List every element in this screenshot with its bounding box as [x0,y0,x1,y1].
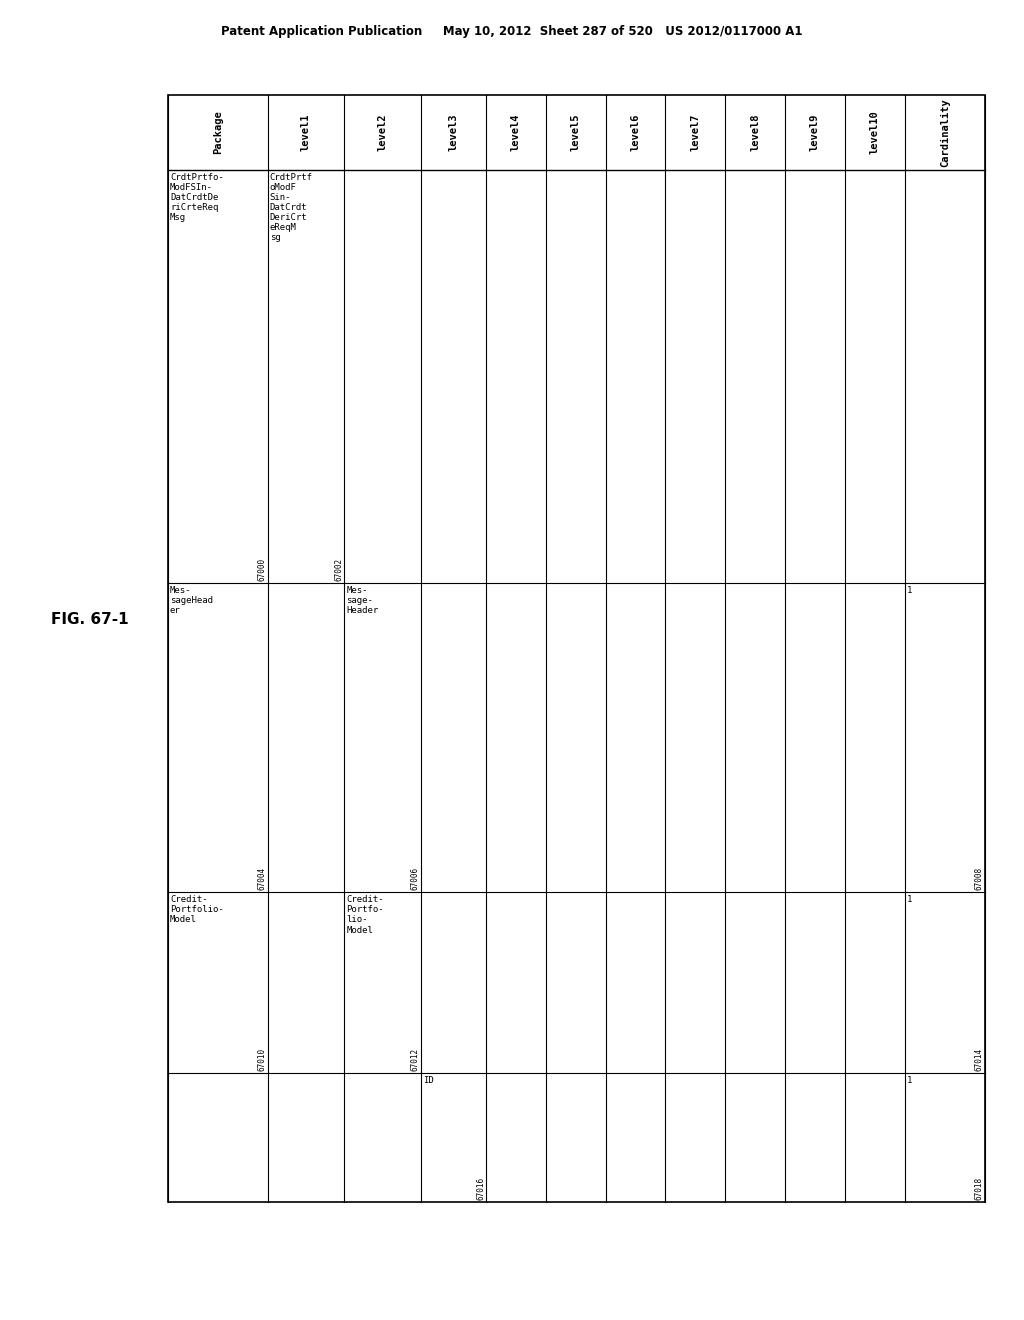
Text: 1: 1 [906,586,912,595]
Text: Credit-
Portfolio-
Model: Credit- Portfolio- Model [170,895,224,924]
Text: Cardinality: Cardinality [940,98,950,166]
Bar [168,95,985,1203]
Text: FIG. 67-1: FIG. 67-1 [51,612,129,627]
Text: Credit-
Portfo-
lio-
Model: Credit- Portfo- lio- Model [346,895,384,935]
Text: Mes-
sageHead
er: Mes- sageHead er [170,586,213,615]
Text: 67002: 67002 [334,557,343,581]
Text: level9: level9 [810,114,820,152]
Text: level7: level7 [690,114,700,152]
Text: 67014: 67014 [975,1048,984,1071]
Text: 1: 1 [906,895,912,904]
Text: 67016: 67016 [476,1177,485,1200]
Text: CrdtPrtfo-
ModFSIn-
DatCrdtDe
riCrteReq
Msg: CrdtPrtfo- ModFSIn- DatCrdtDe riCrteReq … [170,173,224,222]
Text: 67000: 67000 [258,557,266,581]
Text: ID: ID [423,1076,434,1085]
Text: level2: level2 [378,114,388,152]
Text: 67018: 67018 [975,1177,984,1200]
Text: Package: Package [213,111,223,154]
Text: Mes-
sage-
Header: Mes- sage- Header [346,586,379,615]
Text: level1: level1 [301,114,311,152]
Text: 67010: 67010 [258,1048,266,1071]
Text: 67008: 67008 [975,867,984,891]
Text: Patent Application Publication     May 10, 2012  Sheet 287 of 520   US 2012/0117: Patent Application Publication May 10, 2… [221,25,803,38]
Text: 67004: 67004 [258,867,266,891]
Text: level3: level3 [449,114,459,152]
Text: level8: level8 [750,114,760,152]
Text: 67012: 67012 [411,1048,420,1071]
Text: level4: level4 [511,114,521,152]
Text: 67006: 67006 [411,867,420,891]
Text: level10: level10 [869,111,880,154]
Text: 1: 1 [906,1076,912,1085]
Text: CrdtPrtf
oModF
Sin-
DatCrdt
DeriCrt
eReqM
sg: CrdtPrtf oModF Sin- DatCrdt DeriCrt eReq… [269,173,312,243]
Text: level6: level6 [631,114,641,152]
Text: level5: level5 [570,114,581,152]
